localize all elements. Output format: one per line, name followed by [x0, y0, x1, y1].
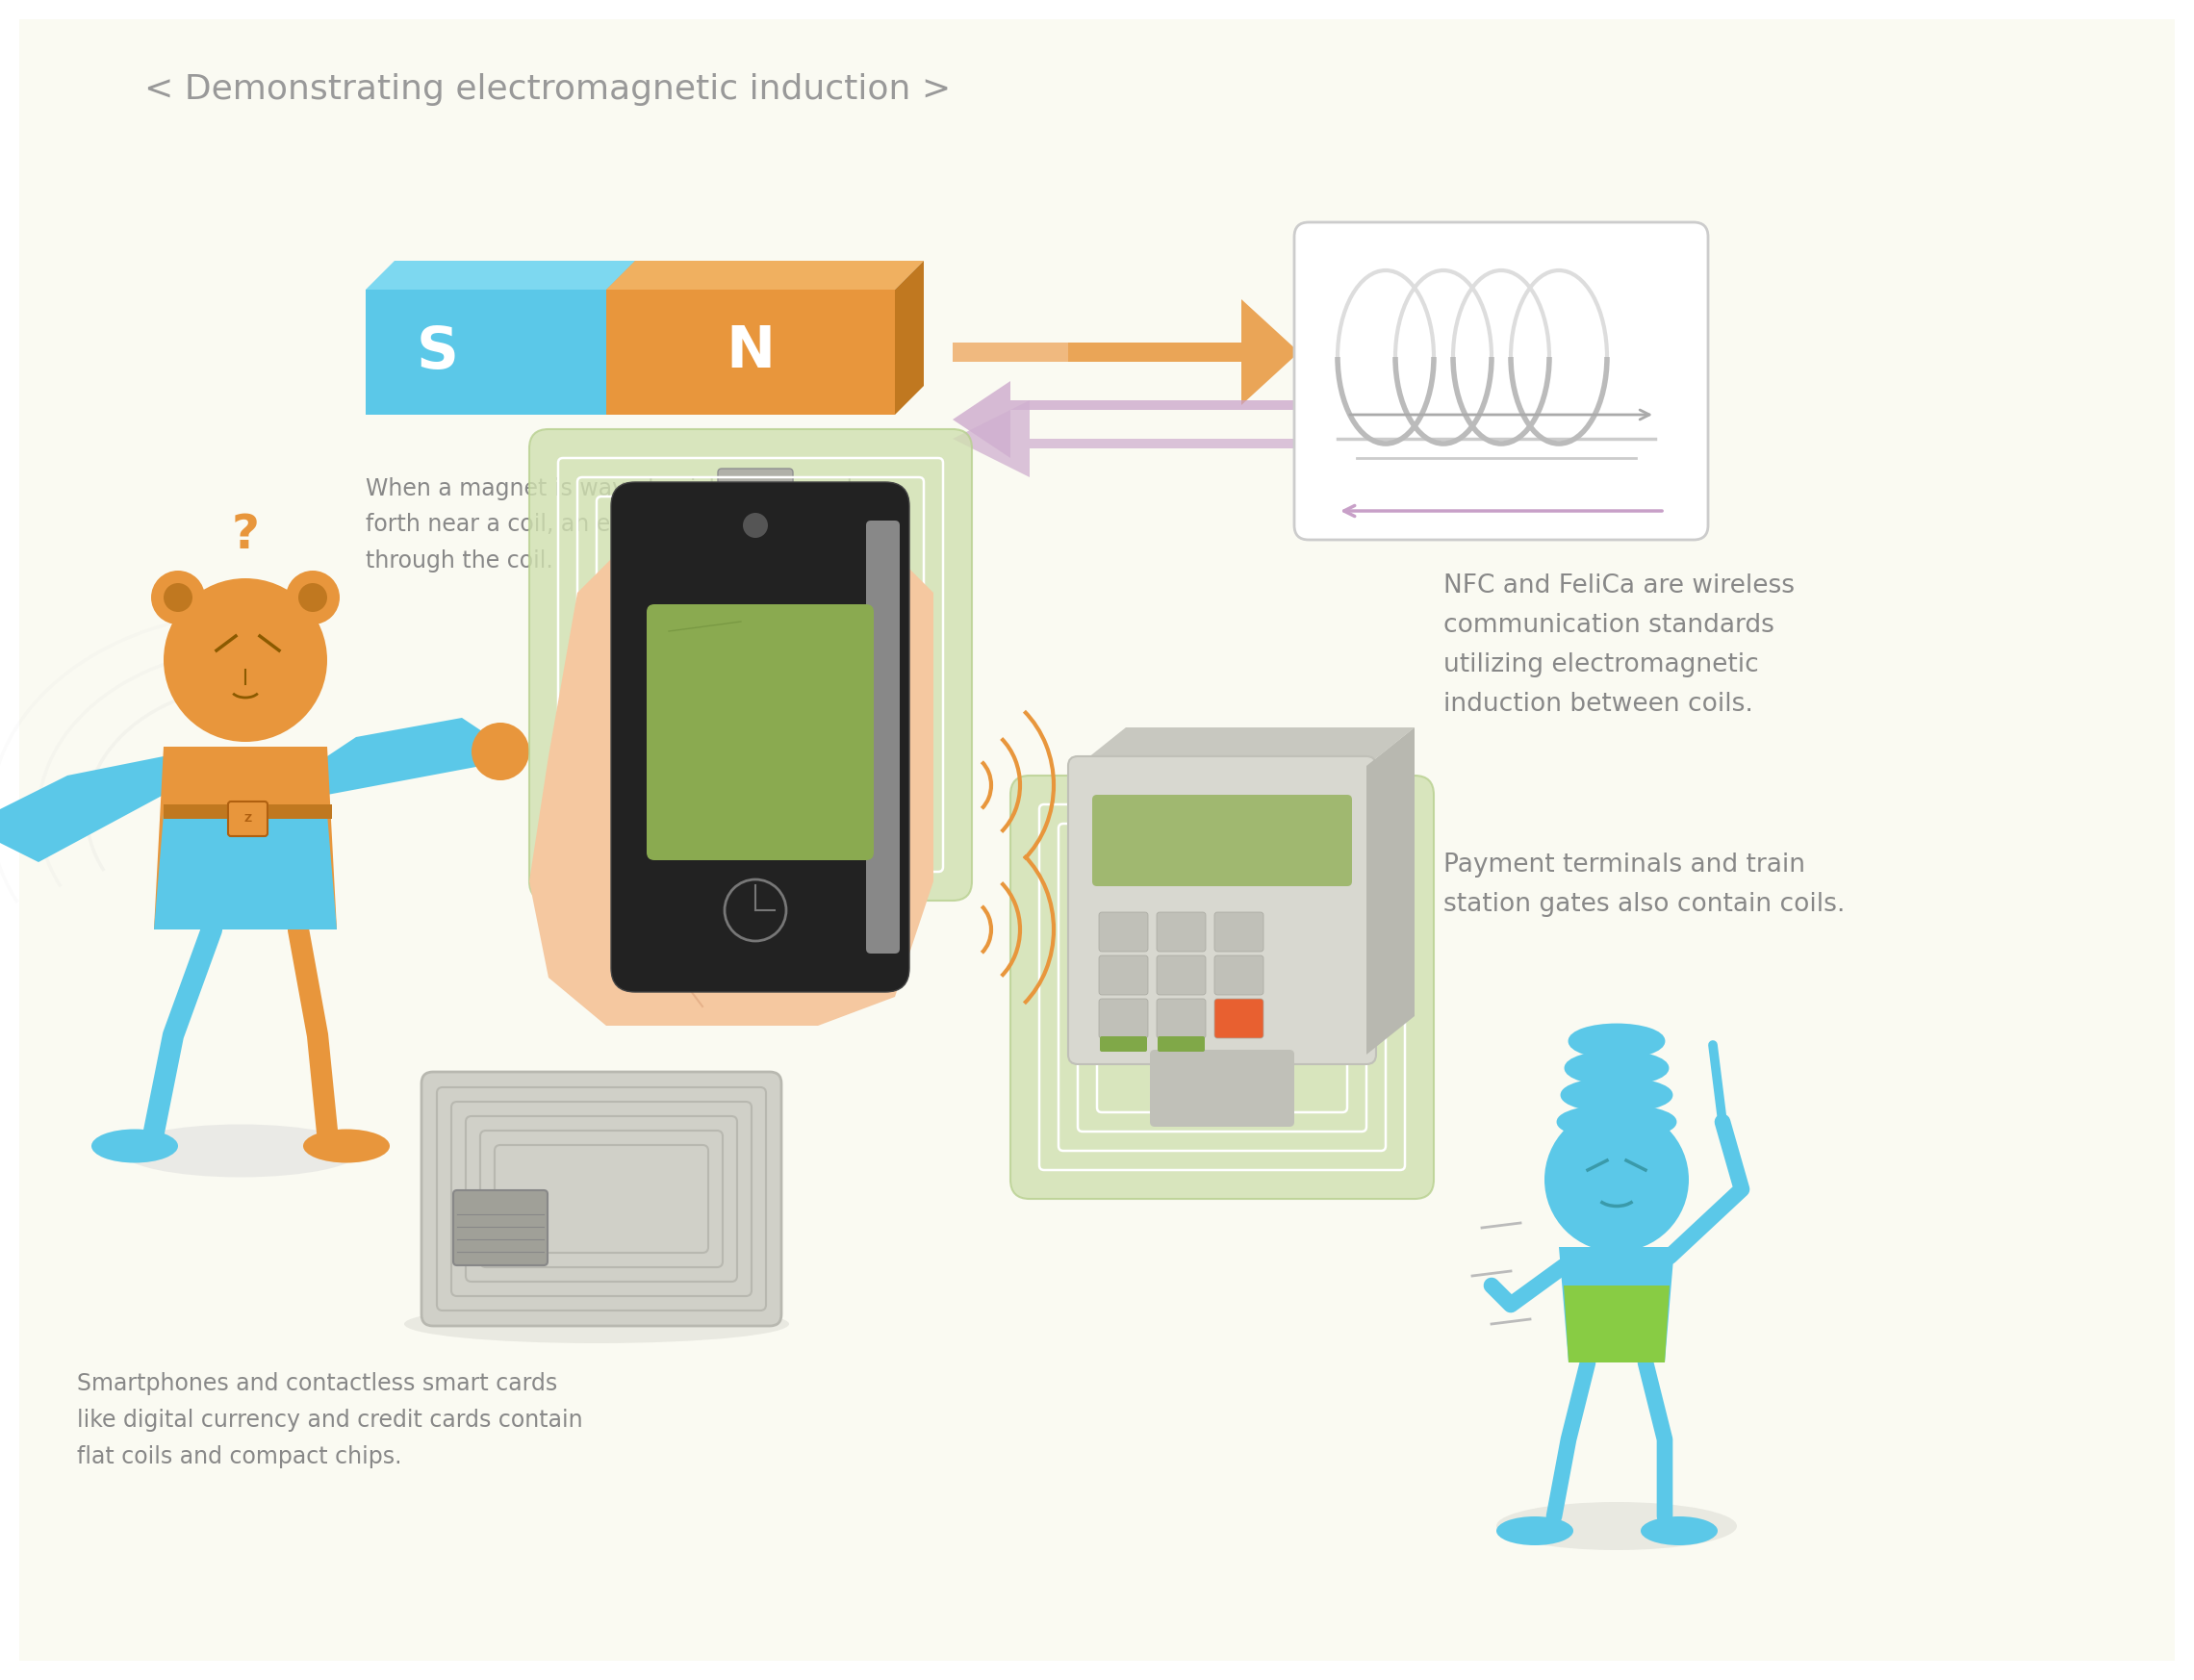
Ellipse shape [1560, 1107, 1674, 1137]
FancyBboxPatch shape [366, 289, 606, 415]
FancyBboxPatch shape [1099, 1037, 1147, 1052]
FancyBboxPatch shape [1215, 956, 1264, 995]
FancyBboxPatch shape [1099, 956, 1147, 995]
FancyBboxPatch shape [1156, 912, 1207, 951]
Ellipse shape [92, 1129, 178, 1163]
Circle shape [744, 512, 768, 538]
FancyBboxPatch shape [1215, 912, 1264, 951]
Polygon shape [952, 343, 1068, 361]
Bar [165, 805, 331, 818]
Polygon shape [952, 400, 1299, 477]
Circle shape [165, 583, 193, 612]
Circle shape [472, 722, 529, 780]
FancyBboxPatch shape [1068, 756, 1376, 1063]
Ellipse shape [121, 1124, 360, 1178]
Polygon shape [154, 746, 338, 929]
FancyBboxPatch shape [717, 469, 792, 519]
FancyBboxPatch shape [1011, 776, 1435, 1200]
Text: ?: ? [230, 512, 259, 558]
Polygon shape [952, 381, 1299, 459]
Polygon shape [0, 756, 165, 862]
Polygon shape [1367, 727, 1415, 1055]
Ellipse shape [1496, 1502, 1738, 1551]
Text: Payment terminals and train
station gates also contain coils.: Payment terminals and train station gate… [1444, 852, 1845, 917]
Polygon shape [606, 260, 634, 415]
Polygon shape [529, 526, 932, 1026]
FancyBboxPatch shape [454, 1189, 548, 1265]
Text: NFC and FeliCa are wireless
communication standards
utilizing electromagnetic
in: NFC and FeliCa are wireless communicatio… [1444, 573, 1795, 717]
Polygon shape [154, 815, 338, 929]
Ellipse shape [1562, 1080, 1670, 1110]
Polygon shape [366, 260, 634, 289]
Polygon shape [1077, 727, 1415, 766]
Circle shape [298, 583, 327, 612]
Ellipse shape [1571, 1026, 1663, 1057]
FancyBboxPatch shape [1156, 956, 1207, 995]
Ellipse shape [1496, 1517, 1573, 1546]
FancyBboxPatch shape [1294, 222, 1709, 539]
Text: Z: Z [244, 815, 252, 823]
Text: When a magnet is waved quickly back and
forth near a coil, an electric current f: When a magnet is waved quickly back and … [366, 477, 853, 573]
Circle shape [151, 571, 204, 625]
Text: Smartphones and contactless smart cards
like digital currency and credit cards c: Smartphones and contactless smart cards … [77, 1373, 584, 1468]
FancyBboxPatch shape [1099, 912, 1147, 951]
FancyBboxPatch shape [1158, 1037, 1205, 1052]
Ellipse shape [1641, 1517, 1718, 1546]
FancyBboxPatch shape [1150, 1050, 1294, 1127]
Text: N: N [726, 324, 774, 381]
FancyBboxPatch shape [421, 1072, 781, 1326]
FancyBboxPatch shape [606, 289, 895, 415]
Polygon shape [1560, 1247, 1674, 1362]
FancyBboxPatch shape [1093, 795, 1352, 885]
FancyBboxPatch shape [1099, 1000, 1147, 1038]
Polygon shape [327, 717, 491, 795]
Polygon shape [952, 299, 1299, 405]
FancyBboxPatch shape [1215, 1000, 1264, 1038]
Text: < Demonstrating electromagnetic induction >: < Demonstrating electromagnetic inductio… [145, 74, 950, 106]
FancyBboxPatch shape [228, 801, 268, 837]
Ellipse shape [404, 1305, 790, 1344]
Circle shape [285, 571, 340, 625]
FancyBboxPatch shape [647, 605, 873, 860]
Ellipse shape [303, 1129, 391, 1163]
Circle shape [1545, 1107, 1689, 1252]
Polygon shape [606, 260, 924, 289]
Polygon shape [1564, 1285, 1670, 1362]
Ellipse shape [1567, 1053, 1667, 1084]
FancyBboxPatch shape [529, 428, 972, 900]
FancyBboxPatch shape [612, 482, 908, 991]
FancyBboxPatch shape [1156, 1000, 1207, 1038]
Text: S: S [417, 324, 459, 381]
Polygon shape [895, 260, 924, 415]
FancyBboxPatch shape [867, 521, 900, 954]
Circle shape [165, 578, 327, 743]
